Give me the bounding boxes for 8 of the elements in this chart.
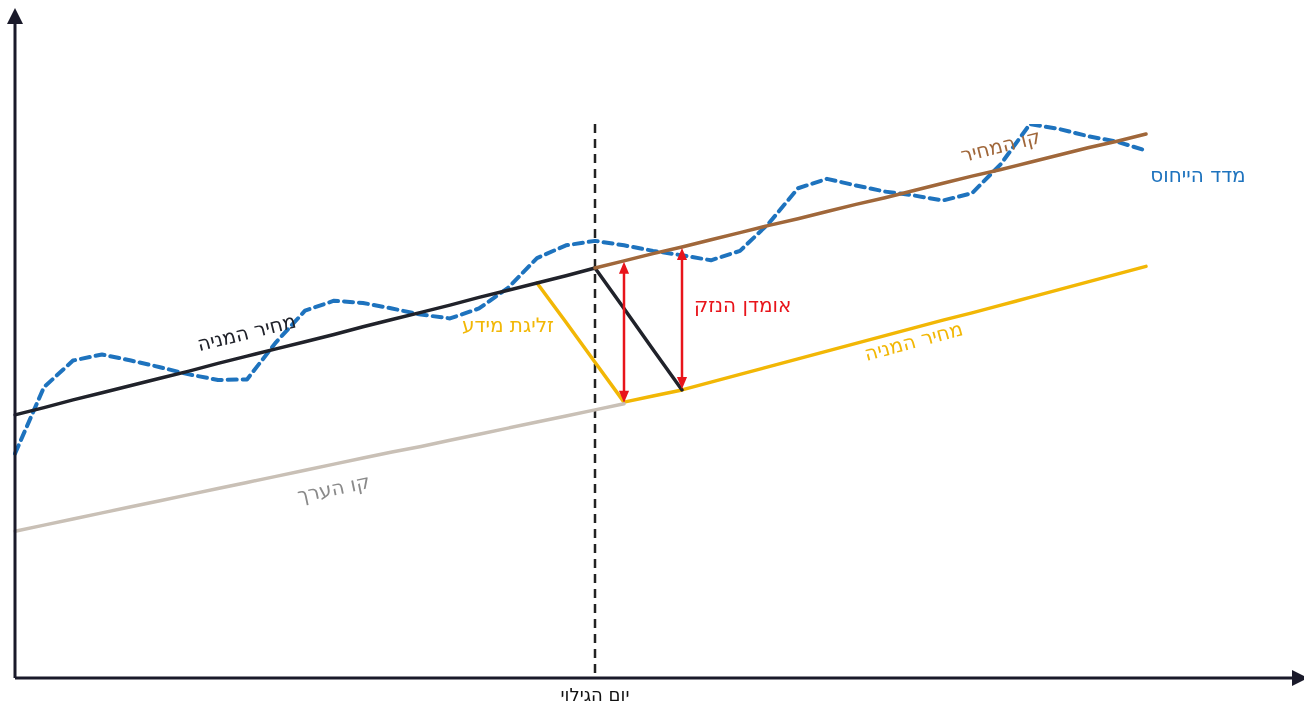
series-label: זליגת מידע [461,312,555,337]
text: מחיר המניה [861,316,966,366]
text: קו המחיר [958,124,1043,168]
series-label: מדד הייחוס [1150,162,1246,187]
text: יום הגילוי [560,683,630,705]
text: קו הערך [295,469,373,508]
text: מחיר המניה [194,308,299,357]
annotation: אומדן הנזק [693,293,792,318]
